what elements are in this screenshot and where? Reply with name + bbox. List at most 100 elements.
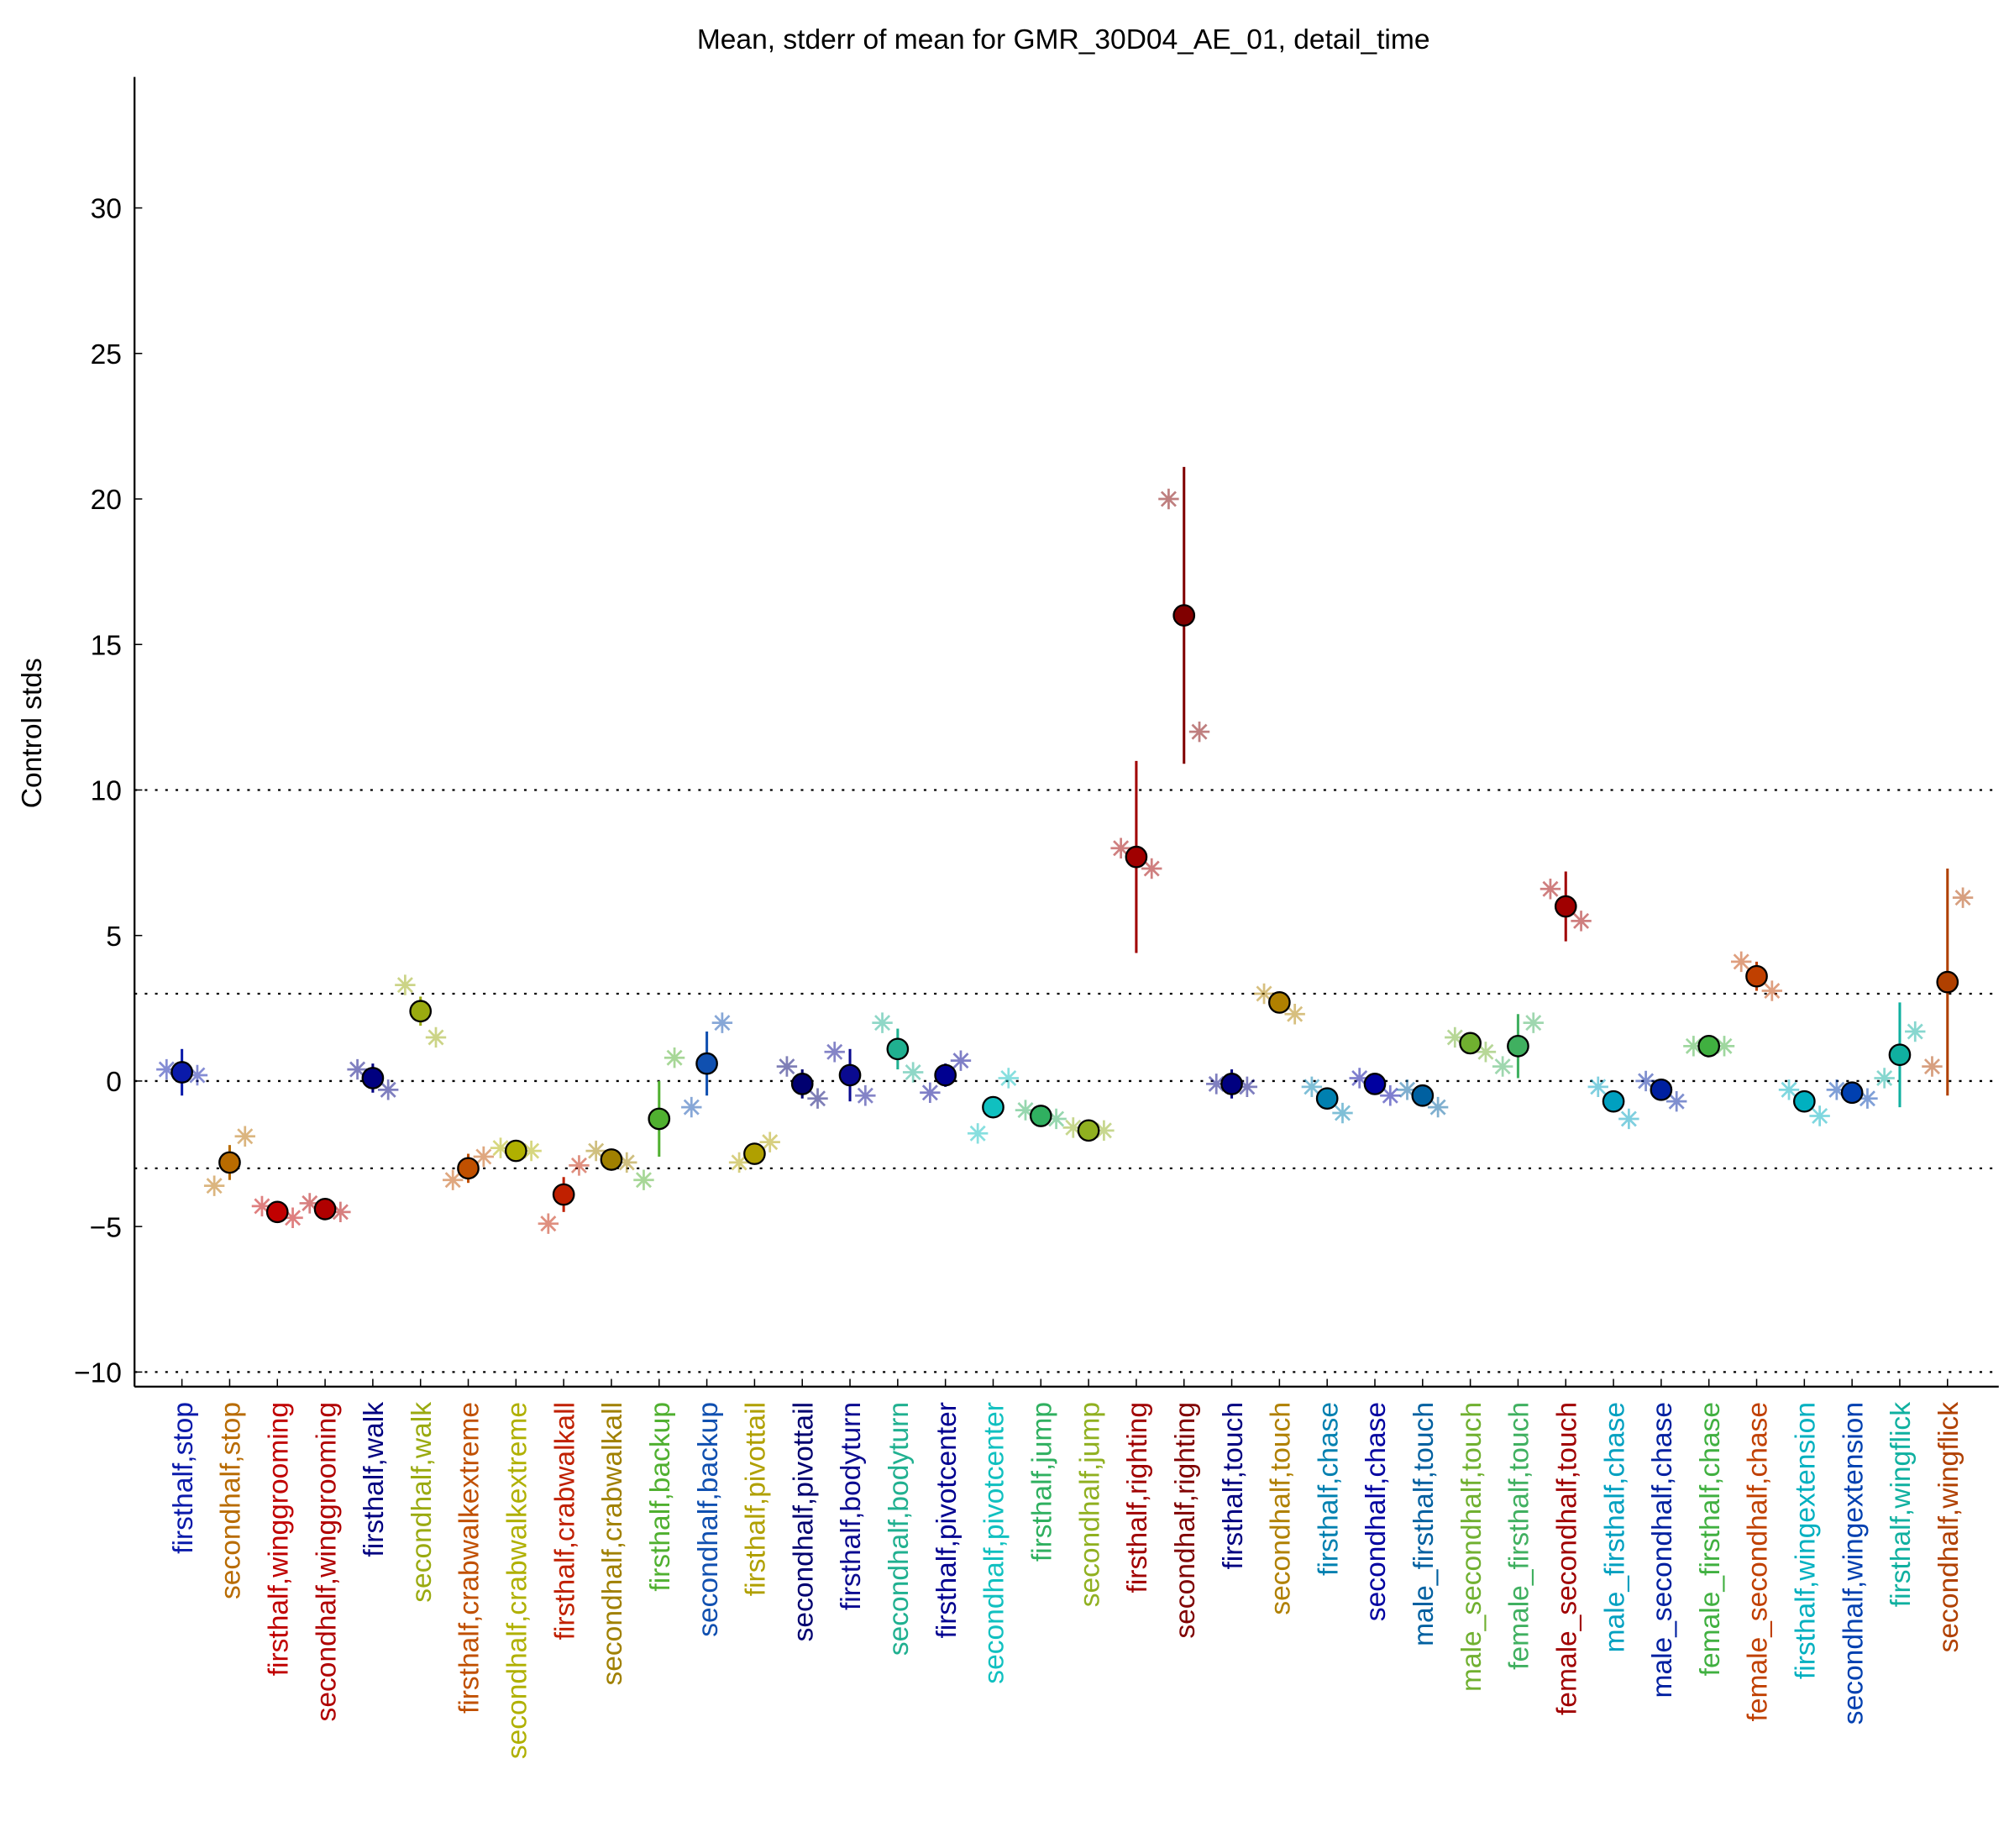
x-tick-label: female_secondhalf,touch [1551,1402,1582,1715]
asterisk [538,1213,559,1234]
asterisk [1922,1056,1943,1077]
x-tick-label: firsthalf,touch [1218,1402,1249,1570]
asterisk [1253,983,1275,1005]
asterisk [490,1137,511,1158]
x-tick-label: secondhalf,stop [216,1402,247,1599]
asterisk [1665,1090,1687,1112]
asterisk [1062,1117,1084,1138]
x-tick-label: female_secondhalf,chase [1743,1402,1774,1721]
asterisk [807,1088,828,1109]
mean-marker [934,1063,957,1087]
asterisk [585,1140,606,1162]
mean-marker [1936,970,1959,994]
asterisk [395,974,416,995]
asterisk [1475,1042,1497,1063]
mean-marker [1411,1084,1435,1107]
x-tick-label: firsthalf,backup [645,1402,676,1592]
asterisk [1110,837,1131,858]
x-tick-label: secondhalf,pivottail [788,1402,819,1641]
x-tick-label: firsthalf,stop [168,1402,199,1554]
asterisk [473,1146,495,1168]
x-tick-label: female_firsthalf,chase [1695,1402,1726,1676]
y-tick-label: 5 [106,921,122,953]
mean-marker [1315,1087,1339,1110]
asterisk [1141,858,1162,879]
asterisk [377,1079,399,1100]
x-tick-label: firsthalf,walk [359,1402,390,1557]
asterisk [1618,1108,1639,1130]
mean-marker [1554,895,1577,918]
asterisk [1349,1068,1370,1089]
y-tick-label: 15 [91,630,122,661]
y-tick-label: 30 [91,194,122,225]
asterisk [425,1026,447,1048]
x-tick-label: firsthalf,winggrooming [263,1402,294,1676]
x-tick-label: secondhalf,crabwalkall [597,1402,628,1686]
asterisk [1380,1085,1401,1106]
mean-marker [648,1107,671,1131]
asterisk [711,1012,733,1033]
x-tick-label: secondhalf,walk [407,1402,438,1603]
mean-marker [1840,1081,1864,1105]
x-tick-label: secondhalf,chase [1361,1402,1392,1621]
mean-marker [982,1095,1004,1119]
mean-marker [1602,1089,1625,1113]
asterisk [728,1152,750,1173]
x-tick-label: secondhalf,pivotcenter [979,1402,1010,1684]
mean-marker [552,1183,575,1206]
asterisk [203,1175,225,1196]
asterisk [967,1123,989,1144]
asterisk [1015,1100,1036,1121]
x-tick-label: secondhalf,jump [1074,1402,1105,1607]
asterisk [1905,1021,1926,1042]
x-tick-label: firsthalf,wingflick [1886,1402,1917,1607]
x-tick-label: secondhalf,bodyturn [884,1402,915,1656]
asterisk [1094,1120,1115,1142]
x-tick-label: male_firsthalf,touch [1408,1402,1440,1646]
x-tick-label: firsthalf,righting [1122,1402,1153,1593]
mean-marker [886,1037,910,1061]
asterisk [776,1056,798,1077]
x-tick-label: firsthalf,jump [1026,1402,1057,1562]
asterisk [1635,1070,1656,1092]
x-tick-label: firsthalf,wingextension [1791,1402,1822,1679]
y-tick-label: 0 [106,1067,122,1098]
asterisk [443,1169,464,1190]
asterisk [234,1126,255,1147]
asterisk [1236,1076,1258,1098]
asterisk [824,1042,845,1063]
x-tick-label: secondhalf,winggrooming [311,1402,342,1721]
y-tick-label: 25 [91,339,122,370]
asterisk [1761,980,1783,1001]
mean-marker [1172,604,1196,627]
asterisk [569,1155,590,1176]
asterisk [1857,1088,1878,1109]
x-tick-label: secondhalf,backup [693,1402,724,1637]
y-tick-label: −5 [90,1212,122,1243]
mean-marker [1029,1105,1052,1127]
mean-marker [1792,1089,1816,1113]
asterisk [330,1201,351,1223]
x-tick-label: secondhalf,touch [1266,1402,1297,1615]
x-tick-label: firsthalf,chase [1313,1402,1344,1576]
mean-marker [361,1067,385,1089]
asterisk [950,1050,972,1071]
asterisk [299,1193,320,1214]
asterisk [1158,488,1179,510]
asterisk [1587,1076,1608,1098]
mean-marker [600,1148,623,1171]
x-tick-label: male_secondhalf,touch [1456,1402,1487,1692]
asterisk [186,1064,208,1086]
mean-marker [1125,845,1148,869]
asterisk [1571,911,1592,932]
asterisk [1540,879,1561,900]
asterisk [1397,1079,1418,1100]
mean-marker [218,1151,241,1174]
mean-marker [1220,1073,1243,1095]
x-tick-label: secondhalf,wingextension [1838,1402,1869,1725]
asterisk [1332,1102,1353,1124]
chart-title: Mean, stderr of mean for GMR_30D04_AE_01… [697,24,1430,55]
x-tick-label: secondhalf,crabwalkextreme [502,1402,533,1759]
x-tick-label: male_secondhalf,chase [1647,1402,1678,1698]
